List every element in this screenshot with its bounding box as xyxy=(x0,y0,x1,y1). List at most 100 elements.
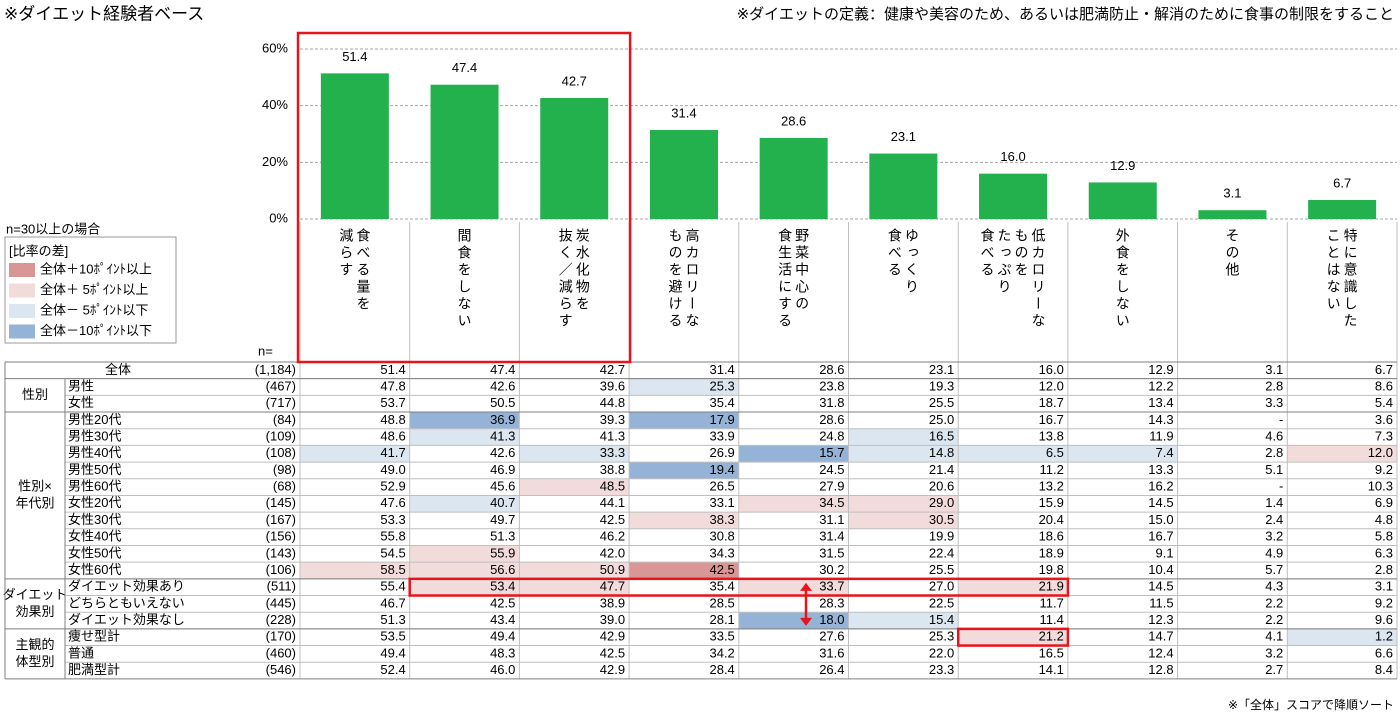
row-n: (546) xyxy=(266,662,296,677)
cell-value: 5.1 xyxy=(1265,462,1283,477)
cell-value: 36.9 xyxy=(490,412,515,427)
cell-value: 6.6 xyxy=(1375,645,1393,660)
cell-value: 22.0 xyxy=(929,645,954,660)
cell-value: 50.9 xyxy=(600,562,625,577)
category-label: その他 xyxy=(1224,228,1240,279)
cell-value: 16.7 xyxy=(1148,529,1173,544)
cell-value: 47.7 xyxy=(600,579,625,594)
cell-value: 42.5 xyxy=(600,512,625,527)
cell-value: 42.6 xyxy=(490,445,515,460)
category-label: ことはない xyxy=(1326,228,1342,313)
row-n: (445) xyxy=(266,595,296,610)
value-label: 31.4 xyxy=(671,105,696,120)
row-n: (143) xyxy=(266,545,296,560)
cell-value: 22.5 xyxy=(929,595,954,610)
category-label: 炭水化物を xyxy=(575,228,591,313)
bar xyxy=(1198,210,1267,219)
cell-value: 9.2 xyxy=(1375,462,1393,477)
row-n: (98) xyxy=(273,462,296,477)
cell-value: 3.1 xyxy=(1375,579,1393,594)
cell-value: 34.2 xyxy=(709,645,734,660)
category-label: 減らす xyxy=(338,227,354,279)
category-label: ゆっくり xyxy=(904,228,920,296)
bar xyxy=(979,173,1048,219)
bar xyxy=(1088,182,1157,219)
cell-value: 24.5 xyxy=(819,462,844,477)
cell-shade xyxy=(848,495,959,513)
cell-value: 44.8 xyxy=(600,395,625,410)
row-n: (511) xyxy=(267,579,296,594)
cell-value: 47.6 xyxy=(380,495,405,510)
cell-value: 44.1 xyxy=(600,495,625,510)
row-label: 男性30代 xyxy=(68,428,121,443)
cell-value: 31.8 xyxy=(819,395,844,410)
row-label: ダイエット効果あり xyxy=(68,579,185,594)
cell-value: 12.0 xyxy=(1039,378,1064,393)
cell-value: 19.8 xyxy=(1039,562,1064,577)
cell-value: 4.3 xyxy=(1265,579,1283,594)
cell-shade xyxy=(848,445,959,463)
cell-value: 22.4 xyxy=(929,545,954,560)
cell-value: 15.9 xyxy=(1039,495,1064,510)
cell-value: 46.9 xyxy=(490,462,515,477)
cell-value: 11.2 xyxy=(1040,462,1064,477)
cell-value: 39.6 xyxy=(600,378,625,393)
cell-value: 30.8 xyxy=(709,529,734,544)
cell-value: 9.6 xyxy=(1375,612,1393,627)
cell-value: 12.9 xyxy=(1148,362,1173,377)
cell-value: 53.3 xyxy=(380,512,405,527)
y-tick-label: 40% xyxy=(262,97,288,112)
cell-value: 7.4 xyxy=(1156,445,1174,460)
cell-value: 19.4 xyxy=(709,462,734,477)
row-n: (108) xyxy=(266,445,296,460)
cell-value: 2.8 xyxy=(1265,378,1283,393)
category-label: 抜く／減らす xyxy=(558,228,574,330)
cell-shade xyxy=(1067,445,1178,463)
cell-value: 38.3 xyxy=(709,512,734,527)
row-label: 男性50代 xyxy=(68,462,121,477)
row-label: 女性50代 xyxy=(68,545,121,560)
group-label: 効果別 xyxy=(15,604,54,619)
category-label: 間食をしない xyxy=(457,228,473,330)
cell-shade xyxy=(519,478,630,496)
row-n: (68) xyxy=(273,479,296,494)
bar xyxy=(540,98,609,219)
cell-value: 58.5 xyxy=(380,562,405,577)
row-label: 男性60代 xyxy=(68,479,121,494)
cell-value: 14.5 xyxy=(1148,495,1173,510)
cell-value: 16.5 xyxy=(929,428,954,443)
cell-value: 28.1 xyxy=(709,612,734,627)
row-n: (156) xyxy=(266,529,296,544)
bar xyxy=(1308,200,1377,219)
cell-value: 42.7 xyxy=(600,362,625,377)
row-n: (170) xyxy=(266,629,296,644)
cell-value: 46.7 xyxy=(380,595,405,610)
row-n: (167) xyxy=(266,512,296,527)
cell-value: 35.4 xyxy=(709,579,734,594)
cell-value: 54.5 xyxy=(380,545,405,560)
cell-value: 13.2 xyxy=(1039,479,1064,494)
cell-value: 12.0 xyxy=(1368,445,1393,460)
cell-value: 42.9 xyxy=(600,629,625,644)
highlight-box xyxy=(408,577,1070,597)
cell-value: 11.4 xyxy=(1040,612,1064,627)
cell-value: 3.3 xyxy=(1265,395,1283,410)
y-tick-label: 0% xyxy=(269,210,288,225)
cell-value: 40.7 xyxy=(490,495,515,510)
cell-value: 53.7 xyxy=(380,395,405,410)
cell-value: 9.1 xyxy=(1156,545,1174,560)
cell-value: 31.1 xyxy=(819,512,844,527)
cell-value: 2.4 xyxy=(1265,512,1283,527)
cell-shade xyxy=(409,545,520,563)
cell-value: 17.9 xyxy=(709,412,734,427)
y-tick-label: 60% xyxy=(262,40,288,55)
y-tick-label: 20% xyxy=(262,154,288,169)
cell-value: 20.6 xyxy=(929,479,954,494)
cell-value: 26.4 xyxy=(819,662,844,677)
n-header: n= xyxy=(258,343,273,358)
cell-value: 11.9 xyxy=(1149,428,1173,443)
cell-value: 41.7 xyxy=(380,445,405,460)
cell-value: 14.8 xyxy=(929,445,954,460)
cell-value: 41.3 xyxy=(600,428,625,443)
cell-value: 13.3 xyxy=(1148,462,1173,477)
